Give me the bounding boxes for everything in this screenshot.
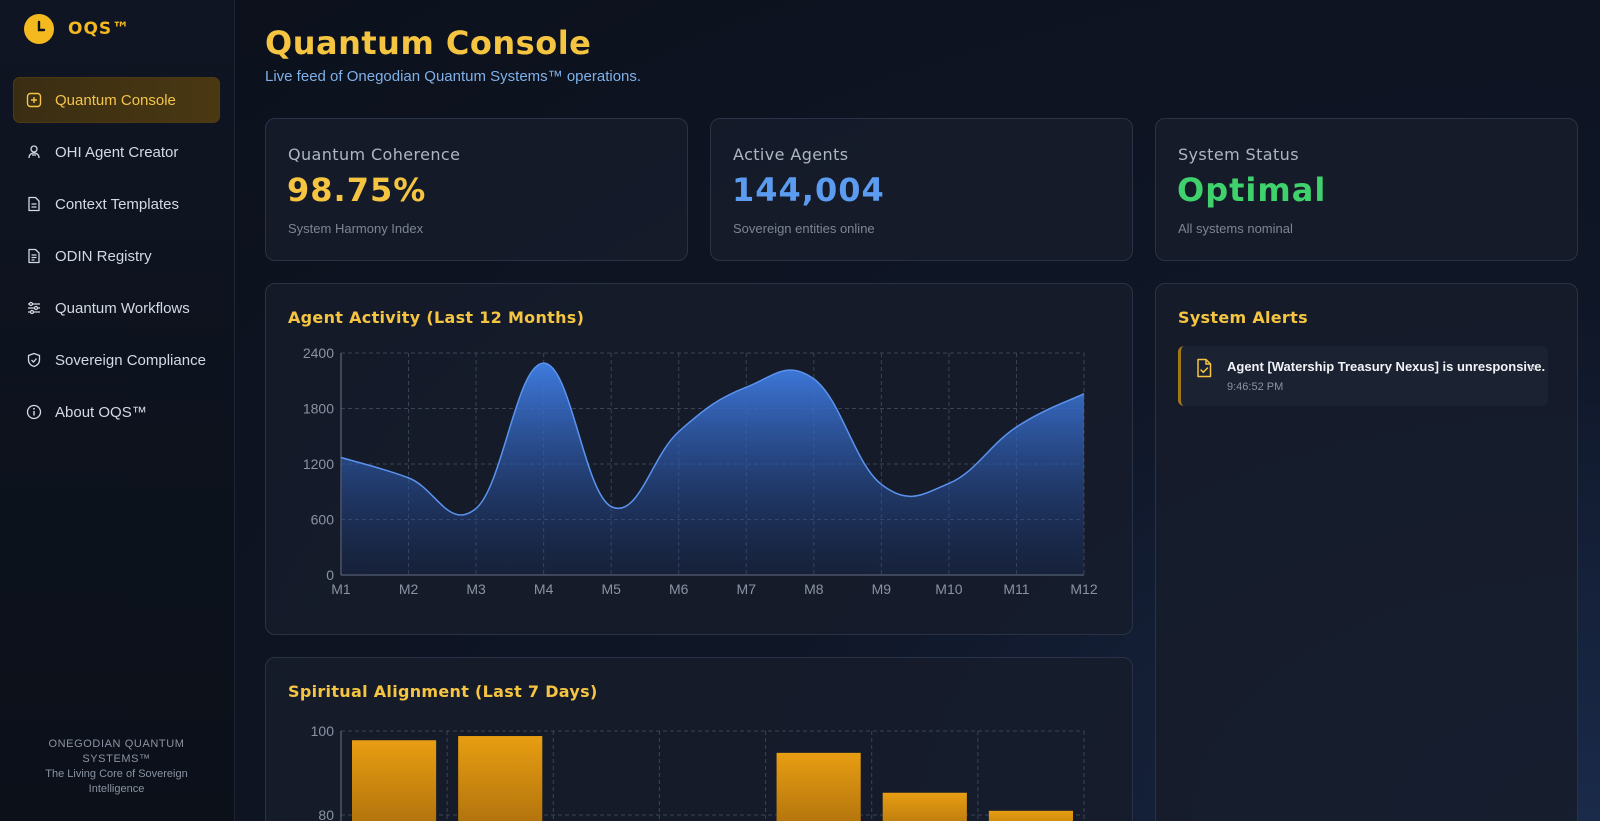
sidebar-item-label: About OQS™ — [55, 403, 147, 421]
x-tick-label: M2 — [399, 581, 419, 597]
sidebar-item-label: Context Templates — [55, 195, 179, 213]
file-list-icon — [26, 248, 42, 264]
alignment-bar[interactable] — [988, 810, 1073, 821]
sidebar-item-odin-registry[interactable]: ODIN Registry — [13, 233, 220, 279]
brand[interactable]: OQS™ — [24, 14, 130, 44]
sidebar-item-quantum-console[interactable]: Quantum Console — [13, 77, 220, 123]
sidebar-item-label: Quantum Workflows — [55, 299, 190, 317]
x-tick-label: M11 — [1003, 581, 1029, 597]
alignment-chart-card: Spiritual Alignment (Last 7 Days) 80 100 — [265, 657, 1133, 821]
activity-chart: 0 600 1200 1800 2400 M1 M2 M3 M4 M5 M6 M7 M8 M9 M10 M11… — [303, 345, 1098, 597]
shield-check-icon — [26, 352, 42, 368]
file-check-icon — [1195, 358, 1213, 383]
y-tick-label: 1200 — [303, 456, 334, 472]
x-tick-label: M10 — [935, 581, 962, 597]
stat-sub: System Harmony Index — [288, 221, 424, 236]
alert-time: 9:46:52 PM — [1227, 381, 1284, 393]
alignment-chart: 80 100 — [311, 723, 1085, 821]
y-tick-label: 1800 — [303, 401, 334, 417]
main-content: Quantum Console Live feed of Onegodian Q… — [235, 0, 1600, 821]
stat-sub: All systems nominal — [1178, 221, 1293, 236]
y-tick-label: 80 — [318, 807, 334, 821]
footer-tagline: The Living Core of Sovereign Intelligenc… — [45, 768, 188, 795]
sidebar-nav: Quantum Console OHI Agent Creator Context … — [13, 77, 220, 441]
clock-icon — [24, 14, 54, 44]
stat-card-agents: Active Agents 144,004 Sovereign entities… — [710, 118, 1133, 261]
stat-card-coherence: Quantum Coherence 98.75% System Harmony … — [265, 118, 688, 261]
sidebar-item-ohi-agent-creator[interactable]: OHI Agent Creator — [13, 129, 220, 175]
alerts-card: System Alerts Agent [Watership Treasury … — [1155, 283, 1578, 821]
footer-org: ONEGODIAN QUANTUM SYSTEMS™ — [48, 738, 185, 765]
sidebar-item-context-templates[interactable]: Context Templates — [13, 181, 220, 227]
activity-chart-title: Agent Activity (Last 12 Months) — [288, 308, 585, 327]
activity-area-fill — [341, 363, 1084, 575]
page-subtitle: Live feed of Onegodian Quantum Systems™ … — [265, 68, 642, 85]
y-tick-label: 0 — [326, 567, 334, 583]
sidebar-footer: ONEGODIAN QUANTUM SYSTEMS™ The Living Co… — [20, 737, 213, 797]
x-tick-label: M5 — [601, 581, 621, 597]
alignment-chart-title: Spiritual Alignment (Last 7 Days) — [288, 682, 598, 701]
sidebar-item-label: OHI Agent Creator — [55, 143, 179, 161]
plus-square-icon — [26, 92, 42, 108]
info-icon — [26, 404, 42, 420]
stat-value: Optimal — [1177, 171, 1327, 209]
x-tick-label: M1 — [331, 581, 351, 597]
x-tick-label: M7 — [737, 581, 757, 597]
file-text-icon — [26, 196, 42, 212]
alignment-bar[interactable] — [352, 740, 437, 821]
brand-name: OQS™ — [68, 19, 131, 39]
y-tick-label: 2400 — [303, 345, 334, 361]
x-tick-label: M6 — [669, 581, 689, 597]
alert-item[interactable]: Agent [Watership Treasury Nexus] is unre… — [1178, 346, 1548, 406]
sidebar-item-quantum-workflows[interactable]: Quantum Workflows — [13, 285, 220, 331]
stat-sub: Sovereign entities online — [733, 221, 875, 236]
activity-chart-card: Agent Activity (Last 12 Months) 0 600 1200… — [265, 283, 1133, 635]
x-tick-label: M3 — [466, 581, 486, 597]
y-tick-label: 100 — [311, 723, 335, 739]
x-tick-label: M12 — [1070, 581, 1097, 597]
sidebar: OQS™ Quantum Console OHI Agent Creator Con… — [0, 0, 235, 821]
alignment-bar[interactable] — [776, 752, 861, 821]
x-tick-label: M4 — [534, 581, 554, 597]
stat-label: Quantum Coherence — [288, 145, 461, 164]
page-title: Quantum Console — [265, 24, 592, 62]
x-tick-label: M9 — [872, 581, 892, 597]
alerts-title: System Alerts — [1178, 308, 1308, 327]
stat-label: System Status — [1178, 145, 1299, 164]
alignment-bar[interactable] — [882, 792, 967, 821]
bot-icon — [26, 144, 42, 160]
stat-card-status: System Status Optimal All systems nomina… — [1155, 118, 1578, 261]
sliders-icon — [26, 300, 42, 316]
alert-close-button[interactable]: × — [1528, 360, 1536, 375]
x-tick-label: M8 — [804, 581, 824, 597]
sidebar-item-label: Quantum Console — [55, 91, 176, 109]
stat-value: 98.75% — [287, 171, 427, 209]
y-tick-label: 600 — [311, 512, 335, 528]
sidebar-item-about-oqs[interactable]: About OQS™ — [13, 389, 220, 435]
sidebar-item-label: ODIN Registry — [55, 247, 152, 265]
stat-value: 144,004 — [732, 171, 885, 209]
alignment-bar[interactable] — [458, 736, 543, 821]
sidebar-item-sovereign-compliance[interactable]: Sovereign Compliance — [13, 337, 220, 383]
stat-label: Active Agents — [733, 145, 849, 164]
sidebar-item-label: Sovereign Compliance — [55, 351, 206, 369]
alert-message: Agent [Watership Treasury Nexus] is unre… — [1227, 359, 1546, 374]
